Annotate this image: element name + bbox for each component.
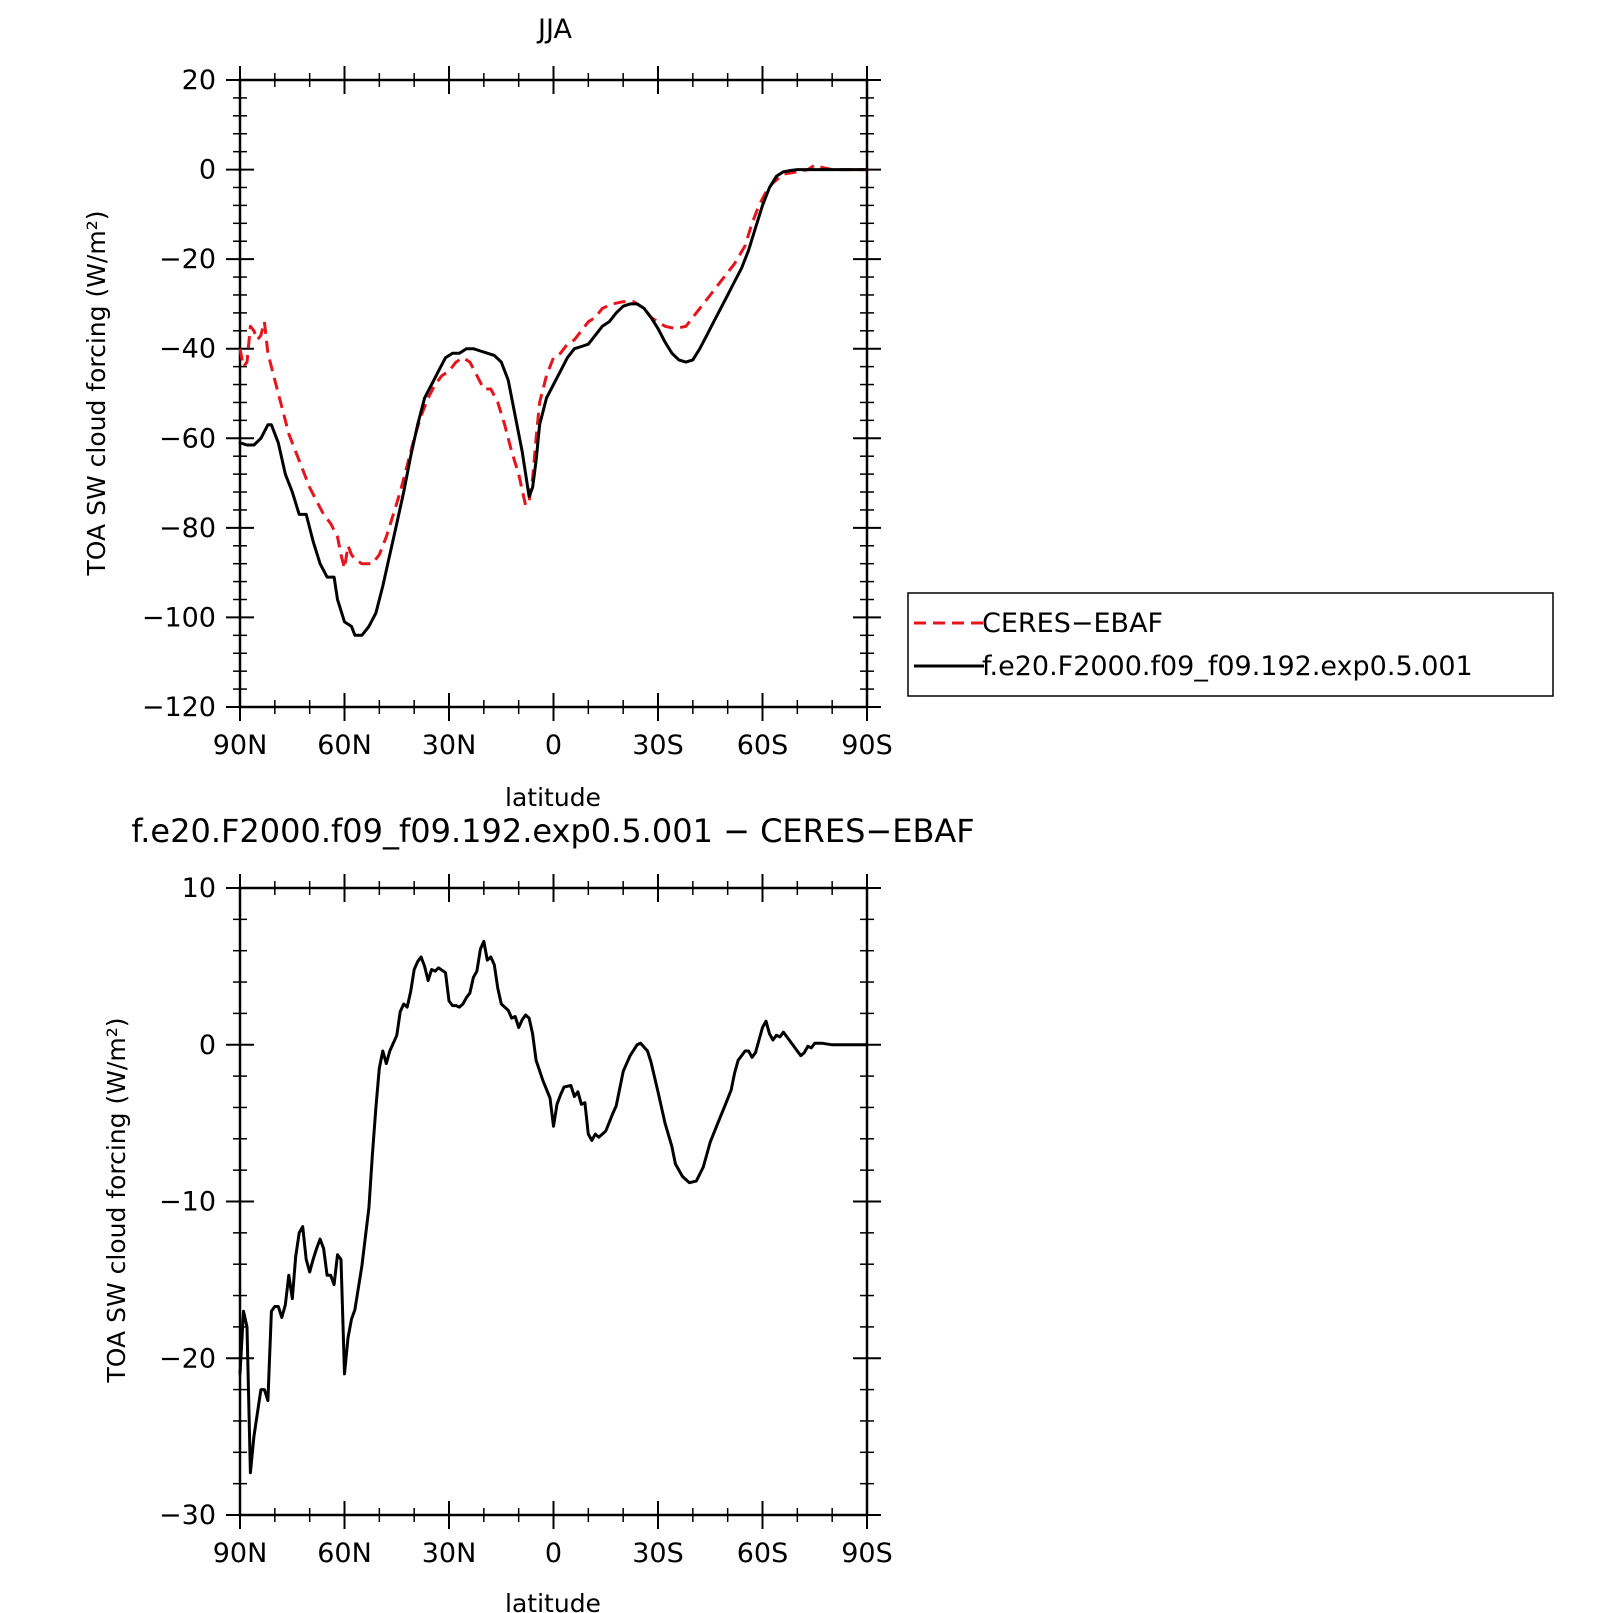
y-tick-label: 0 xyxy=(199,1030,216,1061)
series-group xyxy=(238,163,869,637)
y-tick-labels: 20 0 −20 −40 −60 −80 −100 −120 xyxy=(142,65,216,723)
y-tick-label: −80 xyxy=(159,513,216,544)
y-tick-label: 20 xyxy=(182,65,216,96)
x-tick-labels: 90N 60N 30N 0 30S 60S 90S xyxy=(213,1538,893,1569)
y-tick-label: −40 xyxy=(159,334,216,365)
x-tick-label: 0 xyxy=(545,1538,562,1569)
y-tick-label: 10 xyxy=(182,873,216,904)
chart-title: JJA xyxy=(536,14,572,45)
y-tick-label: −60 xyxy=(159,423,216,454)
panel-top: JJA 90N 60N 30N 0 30S 60S 90S 20 0 −20 −40 −60 −80 −… xyxy=(82,14,1554,812)
x-tick-label: 30N xyxy=(422,730,477,761)
x-tick-label: 0 xyxy=(545,730,562,761)
x-tick-label: 30N xyxy=(422,1538,477,1569)
legend-label-ceres: CERES−EBAF xyxy=(982,608,1163,639)
y-tick-label: 0 xyxy=(199,155,216,186)
y-tick-label: −30 xyxy=(159,1500,216,1531)
x-tick-label: 60S xyxy=(737,730,789,761)
x-tick-label: 90S xyxy=(841,1538,893,1569)
legend-box xyxy=(907,592,1554,697)
x-tick-label: 60N xyxy=(317,1538,372,1569)
axis-ticks xyxy=(226,874,881,1529)
x-tick-label: 60N xyxy=(317,730,372,761)
x-axis-label: latitude xyxy=(505,783,601,812)
y-tick-label: −100 xyxy=(142,602,216,633)
series-line-0 xyxy=(238,163,867,570)
plot-frame xyxy=(238,78,869,709)
y-tick-label: −20 xyxy=(159,1343,216,1374)
y-axis-label: TOA SW cloud forcing (W/m²) xyxy=(102,1018,131,1384)
x-tick-label: 30S xyxy=(632,1538,684,1569)
x-tick-label: 90N xyxy=(213,730,268,761)
plot-frame xyxy=(238,886,869,1517)
x-tick-label: 90N xyxy=(213,1538,268,1569)
series-line-0 xyxy=(238,939,869,1475)
x-tick-label: 90S xyxy=(841,730,893,761)
y-tick-label: −10 xyxy=(159,1187,216,1218)
y-tick-label: −20 xyxy=(159,244,216,275)
x-tick-label: 60S xyxy=(737,1538,789,1569)
panel-bottom: f.e20.F2000.f09_f09.192.exp0.5.001 − CER… xyxy=(102,812,975,1613)
legend: CERES−EBAF f.e20.F2000.f09_f09.192.exp0.… xyxy=(907,592,1554,697)
chart-title: f.e20.F2000.f09_f09.192.exp0.5.001 − CER… xyxy=(131,812,974,850)
x-axis-label: latitude xyxy=(505,1589,601,1613)
series-line-1 xyxy=(238,168,869,637)
y-tick-labels: 10 0 −10 −20 −30 xyxy=(159,873,216,1531)
y-axis-label: TOA SW cloud forcing (W/m²) xyxy=(82,211,111,577)
series-group xyxy=(238,939,869,1475)
axis-ticks xyxy=(226,66,881,721)
y-tick-label: −120 xyxy=(142,692,216,723)
legend-label-model: f.e20.F2000.f09_f09.192.exp0.5.001 xyxy=(982,651,1473,682)
x-tick-label: 30S xyxy=(632,730,684,761)
x-tick-labels: 90N 60N 30N 0 30S 60S 90S xyxy=(213,730,893,761)
